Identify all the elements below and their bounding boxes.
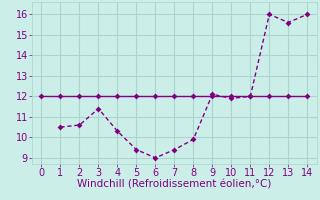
X-axis label: Windchill (Refroidissement éolien,°C): Windchill (Refroidissement éolien,°C) bbox=[77, 180, 272, 190]
